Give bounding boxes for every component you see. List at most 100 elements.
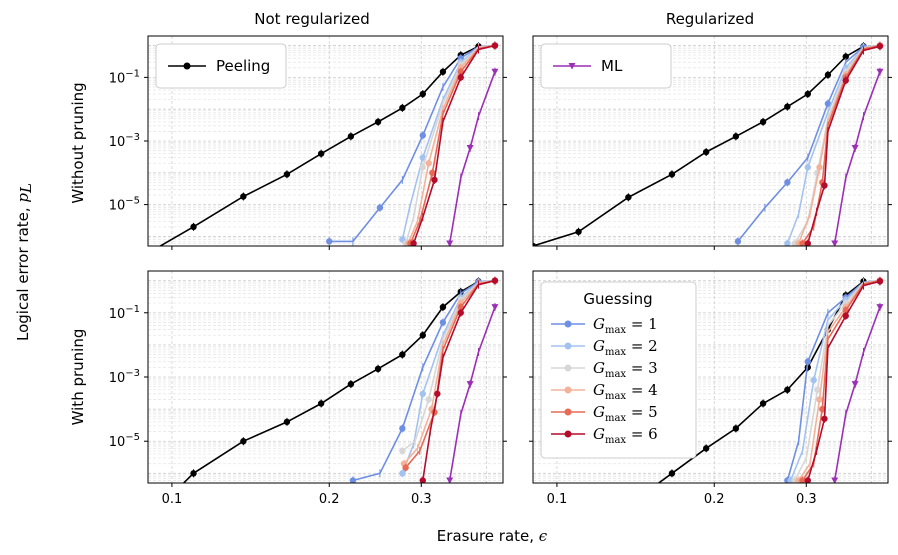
series-line-G3 [793,44,881,244]
x-tick-label: 0.2 [704,492,725,507]
legend-marker [564,320,572,328]
data-point-Peeling [784,103,791,110]
panel-0-0: 10−1 10−3 10−5 [109,35,507,256]
data-point-Peeling [842,53,849,60]
panels: 10−110−310−510−110−310−50.1 0.2 0.3 0.1 0.2 0… [109,35,892,507]
data-point-ML [851,145,859,152]
data-point-G4 [816,396,823,403]
y-tick-label: 10−5 [109,432,140,450]
y-axis-label: Logical error rate, pL [14,183,35,341]
legend-marker [564,386,572,394]
panel-1-1: 0.1 0.2 0.3 [529,270,892,507]
data-point-G1 [439,319,447,326]
y-tick-label: 10−5 [109,196,140,214]
data-point-Peeling [190,470,197,477]
data-point-Peeling [439,303,447,311]
legend-Peeling: Peeling [155,43,287,89]
data-point-Peeling [625,194,632,201]
data-point-G3 [425,396,432,403]
series-line-Peeling [657,280,864,483]
gridlines [148,271,503,483]
data-point-G6 [842,77,849,84]
data-point-G1 [326,238,333,245]
data-point-G5 [457,68,464,75]
data-point-Peeling [317,400,325,407]
panel-0-1 [529,35,892,250]
x-tick-label: 0.1 [547,492,568,507]
legend-marker [564,408,572,416]
gridlines [533,271,888,483]
data-point-G6 [491,42,499,49]
data-point-Peeling [759,400,767,407]
legend-marker [564,430,572,438]
legend-marker [183,62,191,70]
data-point-G6 [842,312,849,320]
data-point-G1 [734,238,742,245]
data-point-G6 [419,477,426,483]
data-point-G1 [376,204,384,211]
series-group [182,276,499,483]
data-point-Peeling [399,351,406,358]
data-point-G6 [434,390,441,397]
legend-entry-G5: Gmax = 5 [593,403,658,424]
data-point-G1 [824,100,832,107]
legend-ML: ML [540,43,672,89]
legend-entry-G2: Gmax = 2 [593,337,658,358]
data-point-ML [876,304,884,311]
data-point-Peeling [668,171,676,178]
data-point-G6 [804,240,811,246]
data-point-G5 [402,464,409,471]
y-tick-label: 10−3 [109,132,140,150]
series-line-G1 [737,44,880,242]
data-point-ML [446,240,454,246]
data-point-Peeling [190,223,197,231]
series-line-G5 [404,279,496,469]
legend-entry-G6: Gmax = 6 [593,425,658,446]
x-axis-label: Erasure rate, ϵ [437,527,548,545]
legend-entry-G3: Gmax = 3 [593,359,658,380]
series-line-G4 [403,279,496,465]
legend-box [540,43,672,89]
data-point-Peeling [784,386,791,393]
legend-entry-G1: Gmax = 1 [593,315,658,336]
data-point-G6 [457,74,464,81]
data-point-Peeling [575,228,582,235]
x-tick-label: 0.3 [796,492,817,507]
data-point-G1 [399,425,406,432]
legend-marker [564,364,572,372]
x-tick-label: 0.2 [319,492,340,507]
data-point-ML [466,145,474,152]
data-point-Peeling [347,133,355,140]
data-point-Peeling [732,425,740,432]
data-point-Peeling [533,242,537,246]
data-point-G2 [399,470,406,477]
data-point-Peeling [646,487,652,493]
col-title-regularized: Regularized [666,10,754,28]
data-point-ML [446,477,454,483]
data-point-Peeling [702,445,710,452]
x-tick-label: 0.3 [411,492,432,507]
row-title-with-pruning: With pruning [69,329,87,426]
y-tick-label: 10−3 [109,368,140,386]
data-point-ML [831,240,839,246]
data-point-G6 [804,477,811,483]
data-point-G1 [349,477,357,483]
data-point-G6 [821,415,828,422]
data-point-Peeling [240,438,247,445]
legend-box [540,281,697,459]
data-point-G6 [876,278,884,285]
series-group [145,41,499,256]
col-title-not-regularized: Not regularized [254,10,369,28]
data-point-Peeling [145,250,151,256]
data-point-Peeling [668,470,676,477]
data-point-G6 [431,176,438,184]
data-point-G1 [804,358,811,365]
data-point-G2 [784,240,791,246]
legend-title: Guessing [583,290,652,308]
legend-label: Peeling [216,57,270,75]
data-point-Peeling [283,171,291,178]
data-point-Peeling [374,365,382,373]
panel-1-0: 10−1 10−3 10−5 0.1 0.2 0.3 [109,270,507,507]
